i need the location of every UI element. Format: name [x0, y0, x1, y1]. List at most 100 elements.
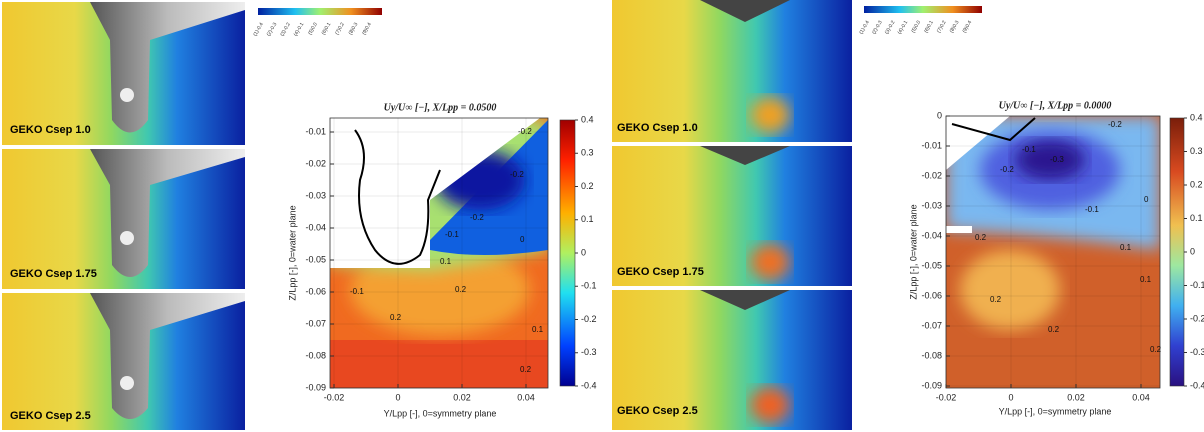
contour-label: 0.1 — [440, 257, 452, 266]
plot-a: Uy/U∞ [−], X/Lpp = 0.0500 Y/Lpp [-], 0=s… — [287, 102, 576, 418]
x-tick-label: 0.04 — [1132, 392, 1150, 402]
legend-label: (7)0.2 — [334, 21, 346, 36]
x-tick-label: 0.04 — [517, 392, 535, 402]
colorbar-tick-label: -0.1 — [581, 281, 597, 291]
x-tick-label: 0 — [1008, 392, 1013, 402]
x-tick-label: 0 — [395, 392, 400, 402]
cfd-panel — [2, 149, 245, 289]
y-tick-label: -0.07 — [921, 320, 942, 330]
x-tick-label: -0.02 — [936, 392, 957, 402]
colorbar-tick-label: 0 — [1190, 246, 1195, 256]
plot-title: Uy/U∞ [−], X/Lpp = 0.0500 — [384, 102, 497, 113]
x-tick-label: -0.02 — [324, 392, 345, 402]
contour-label: 0.2 — [975, 233, 987, 242]
colorbar-tick-label: 0.4 — [581, 114, 594, 124]
panel-label: GEKO Csep 1.0 — [10, 124, 91, 136]
y-tick-label: -0.04 — [305, 222, 326, 232]
panel-label: GEKO Csep 2.5 — [617, 405, 698, 417]
y-tick-label: -0.05 — [305, 254, 326, 264]
contour-label: -0.2 — [1108, 120, 1122, 129]
panel-label: GEKO Csep 1.75 — [10, 268, 97, 280]
panel-label: GEKO Csep 1.75 — [617, 266, 704, 278]
legend-label: (5)0.0 — [307, 21, 319, 36]
colorbar-tick-label: 0.2 — [581, 181, 594, 191]
cfd-panel — [612, 146, 852, 286]
panel-label: GEKO Csep 1.0 — [617, 122, 698, 134]
contour-label: -0.3 — [1050, 155, 1064, 164]
y-tick-label: -0.01 — [921, 140, 942, 150]
contour-label: -0.2 — [1000, 165, 1014, 174]
colorbar-tick-label: -0.1 — [1190, 280, 1204, 290]
legend-label: (2)-0.3 — [871, 19, 884, 35]
contour-label: 0.2 — [520, 365, 532, 374]
y-axis-label: Z/Lpp [-], 0=water plane — [287, 205, 297, 300]
colorbar-tick-label: -0.3 — [1190, 347, 1204, 357]
contour-label: 0.2 — [455, 285, 467, 294]
colorbar-tick-label: 0.2 — [1190, 179, 1203, 189]
legend-bar — [864, 6, 982, 13]
cfd-panel — [2, 293, 245, 430]
legend-label: (1)-0.4 — [858, 19, 871, 35]
colorbar-tick-label: 0.1 — [1190, 213, 1203, 223]
x-axis-label: Y/Lpp [-], 0=symmetry plane — [999, 406, 1112, 416]
legend-label: (4)-0.1 — [293, 21, 306, 37]
y-tick-label: -0.09 — [921, 380, 942, 390]
colorbar-tick-label: 0 — [581, 247, 586, 257]
colorbar-tick-label: 0.3 — [581, 148, 594, 158]
colorbar-tick-label: 0.1 — [581, 214, 594, 224]
legend-label: (8)0.3 — [949, 19, 961, 34]
legend-label: (4)-0.1 — [897, 19, 910, 35]
colorbar-tick-label: 0.3 — [1190, 146, 1203, 156]
y-tick-label: -0.02 — [305, 158, 326, 168]
plot-b: Uy/U∞ [−], X/Lpp = 0.0000 Y/Lpp [-], 0=s… — [908, 100, 1185, 416]
y-tick-label: 0 — [937, 110, 942, 120]
contour-label: 0 — [520, 235, 525, 244]
legend-label: (6)0.1 — [321, 21, 333, 36]
contour-label: -0.1 — [1085, 205, 1099, 214]
legend-label: (2)-0.3 — [266, 21, 279, 37]
legend-label: (6)0.1 — [923, 19, 935, 34]
legend-label: (3)-0.2 — [279, 21, 292, 37]
cfd-panel — [2, 2, 245, 145]
contour-label: -0.1 — [1022, 145, 1036, 154]
legend-label: (8)0.3 — [348, 21, 360, 36]
contour-label: -0.2 — [510, 170, 524, 179]
colorbar-tick-label: -0.3 — [581, 347, 597, 357]
y-tick-label: -0.03 — [921, 200, 942, 210]
colorbar-tick-label: -0.2 — [1190, 313, 1204, 323]
contour-label: -0.1 — [350, 287, 364, 296]
legend-label: (7)0.2 — [936, 19, 948, 34]
contour-label: 0 — [1144, 195, 1149, 204]
left-panels: GEKO Csep 1.0 GEKO Csep 1.75 GEKO Csep 2… — [2, 2, 382, 430]
legend-label: (1)-0.4 — [252, 21, 265, 37]
contour-label: 0.1 — [1120, 243, 1132, 252]
y-tick-label: -0.01 — [305, 126, 326, 136]
y-tick-label: -0.06 — [305, 286, 326, 296]
legend-label: (9)0.4 — [361, 21, 373, 36]
y-tick-label: -0.02 — [921, 170, 942, 180]
legend-label: (9)0.4 — [962, 19, 974, 34]
contour-label: -0.1 — [445, 230, 459, 239]
legend-label: (3)-0.2 — [884, 19, 897, 35]
contour-label: 0.2 — [390, 313, 402, 322]
legend-label: (5)0.0 — [910, 19, 922, 34]
y-tick-label: -0.07 — [305, 318, 326, 328]
colorbar-tick-label: -0.4 — [581, 380, 597, 390]
cfd-panel — [612, 0, 852, 142]
y-tick-label: -0.09 — [305, 382, 326, 392]
y-tick-label: -0.08 — [921, 350, 942, 360]
contour-label: -0.2 — [470, 213, 484, 222]
y-tick-label: -0.06 — [921, 290, 942, 300]
cfd-panel — [612, 290, 852, 430]
y-tick-label: -0.03 — [305, 190, 326, 200]
right-panels: GEKO Csep 1.0 GEKO Csep 1.75 GEKO Csep 2… — [612, 0, 982, 430]
contour-label: 0.1 — [532, 325, 544, 334]
contour-label: 0.2 — [1048, 325, 1060, 334]
y-tick-label: -0.05 — [921, 260, 942, 270]
contour-label: 0.2 — [990, 295, 1002, 304]
plot-title: Uy/U∞ [−], X/Lpp = 0.0000 — [999, 100, 1112, 111]
contour-label: 0.2 — [1150, 345, 1162, 354]
colorbar — [1169, 117, 1185, 387]
colorbar — [559, 119, 576, 387]
